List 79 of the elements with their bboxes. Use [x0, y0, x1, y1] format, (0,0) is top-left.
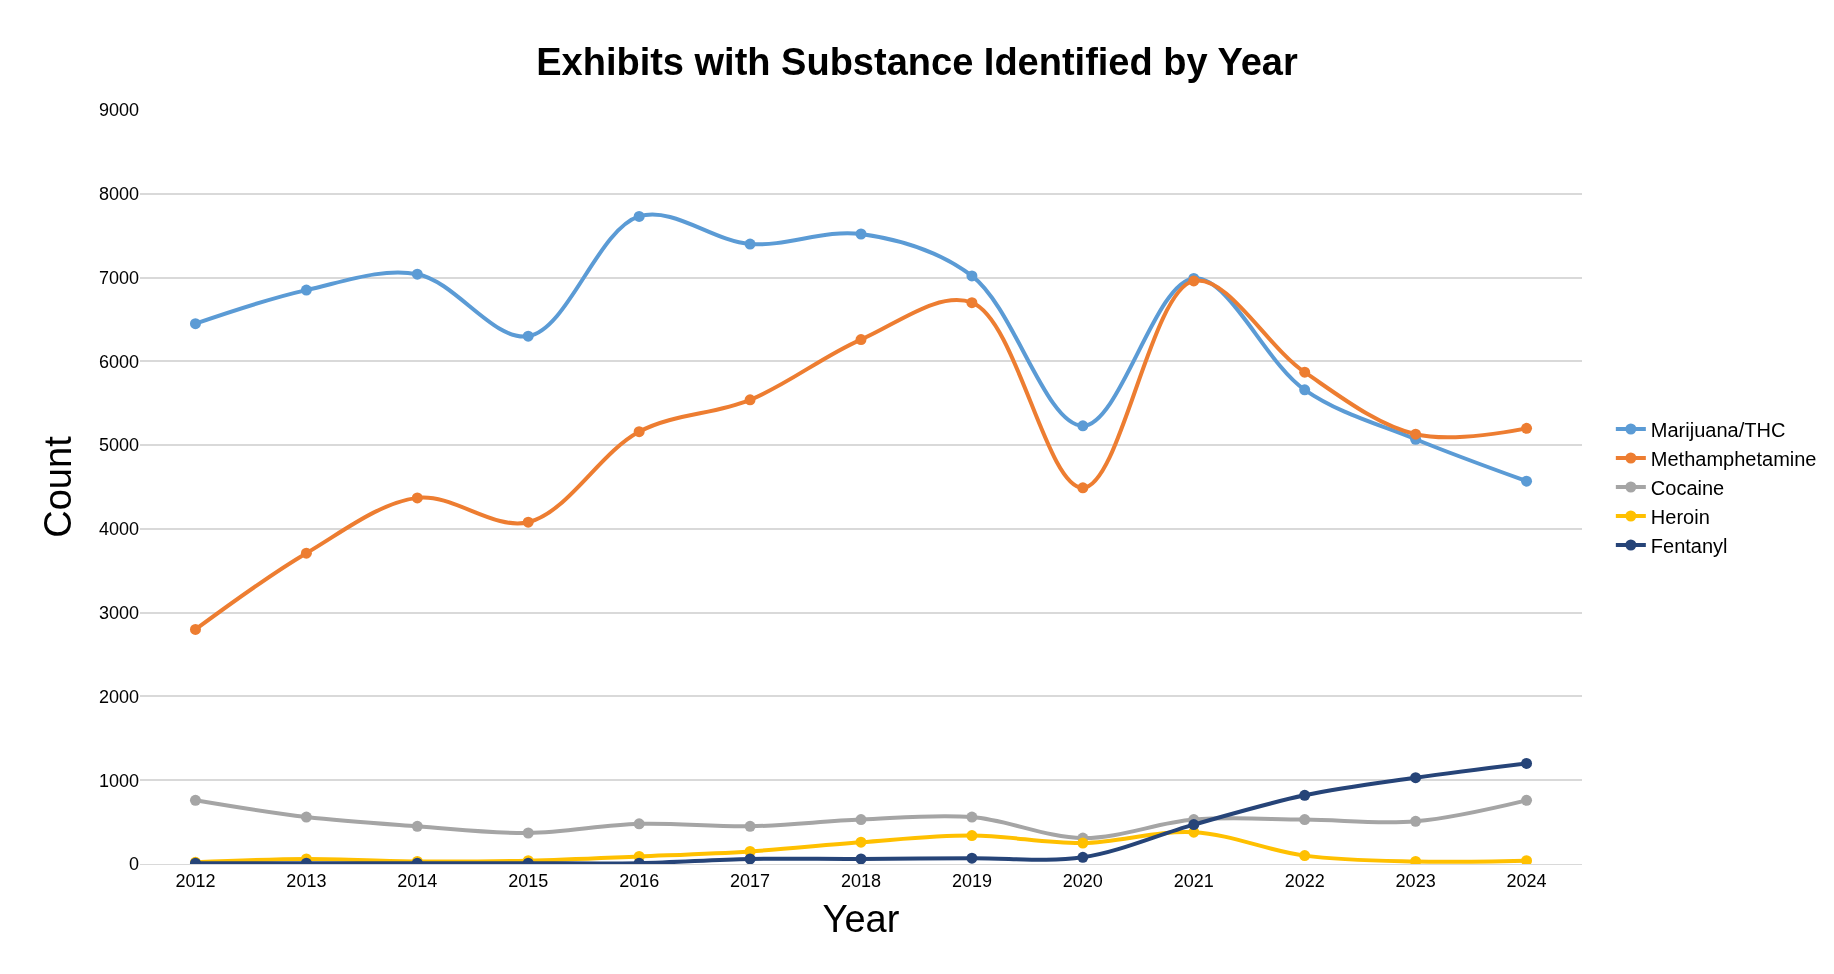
point	[300, 811, 312, 823]
point	[411, 492, 423, 504]
legend-label: Heroin	[1650, 505, 1710, 528]
point	[966, 852, 978, 864]
point	[1521, 794, 1533, 806]
point	[1077, 482, 1089, 494]
point	[189, 794, 201, 806]
point	[855, 334, 867, 346]
point	[189, 623, 201, 635]
legend-label: Cocaine	[1650, 476, 1725, 499]
x-tick-label: 2020	[1062, 870, 1103, 891]
point	[633, 210, 645, 222]
point	[300, 284, 312, 296]
point	[966, 830, 978, 842]
point	[966, 297, 978, 309]
x-tick-label: 2017	[730, 870, 771, 891]
y-tick-label: 3000	[98, 602, 139, 623]
point	[1077, 837, 1089, 849]
legend-label: Methamphetamine	[1650, 447, 1817, 470]
point	[522, 827, 534, 839]
x-tick-label: 2022	[1284, 870, 1325, 891]
point	[1521, 422, 1533, 434]
point	[1299, 366, 1311, 378]
point	[966, 270, 978, 282]
point	[855, 228, 867, 240]
legend-label: Fentanyl	[1650, 534, 1728, 557]
x-tick-label: 2012	[175, 870, 216, 891]
y-tick-label: 7000	[98, 267, 139, 288]
x-tick-label: 2016	[619, 870, 660, 891]
x-axis-title: Year	[822, 897, 900, 940]
x-tick-label: 2021	[1173, 870, 1214, 891]
point	[1188, 819, 1200, 831]
point	[1521, 475, 1533, 487]
point	[744, 394, 756, 406]
point	[522, 330, 534, 342]
point	[633, 818, 645, 830]
point	[633, 426, 645, 438]
point	[1299, 814, 1311, 826]
y-tick-label: 5000	[98, 435, 139, 456]
y-tick-label: 1000	[98, 770, 139, 791]
point	[855, 836, 867, 848]
point	[1077, 851, 1089, 863]
y-tick-label: 9000	[98, 100, 139, 121]
y-tick-label: 4000	[98, 519, 139, 540]
point	[300, 547, 312, 559]
y-axis-title: Count	[37, 435, 80, 538]
y-tick-label: 8000	[98, 184, 139, 205]
x-tick-label: 2019	[951, 870, 992, 891]
point	[855, 853, 867, 864]
point	[1410, 428, 1422, 440]
point	[1521, 855, 1533, 864]
legend-label: Marijuana/THC	[1650, 418, 1786, 441]
point	[522, 516, 534, 528]
point	[1521, 757, 1533, 769]
x-tick-label: 2023	[1395, 870, 1436, 891]
point	[855, 814, 867, 826]
point	[1299, 789, 1311, 801]
point	[1410, 772, 1422, 784]
y-tick-label: 6000	[98, 351, 139, 372]
x-tick-label: 2024	[1506, 870, 1547, 891]
point	[1299, 850, 1311, 862]
point	[411, 268, 423, 280]
point	[744, 853, 756, 864]
point	[744, 820, 756, 832]
y-tick-label: 2000	[98, 686, 139, 707]
point	[1299, 384, 1311, 396]
point	[189, 318, 201, 330]
point	[1410, 855, 1422, 864]
point	[1077, 420, 1089, 432]
chart-title: Exhibits with Substance Identified by Year	[536, 41, 1298, 84]
x-tick-label: 2018	[840, 870, 882, 891]
x-tick-label: 2014	[397, 870, 438, 891]
x-tick-label: 2013	[286, 870, 327, 891]
point	[744, 238, 756, 250]
x-tick-label: 2015	[508, 870, 549, 891]
point	[966, 811, 978, 823]
point	[411, 820, 423, 832]
y-tick-label: 0	[128, 854, 139, 875]
point	[1410, 815, 1422, 827]
